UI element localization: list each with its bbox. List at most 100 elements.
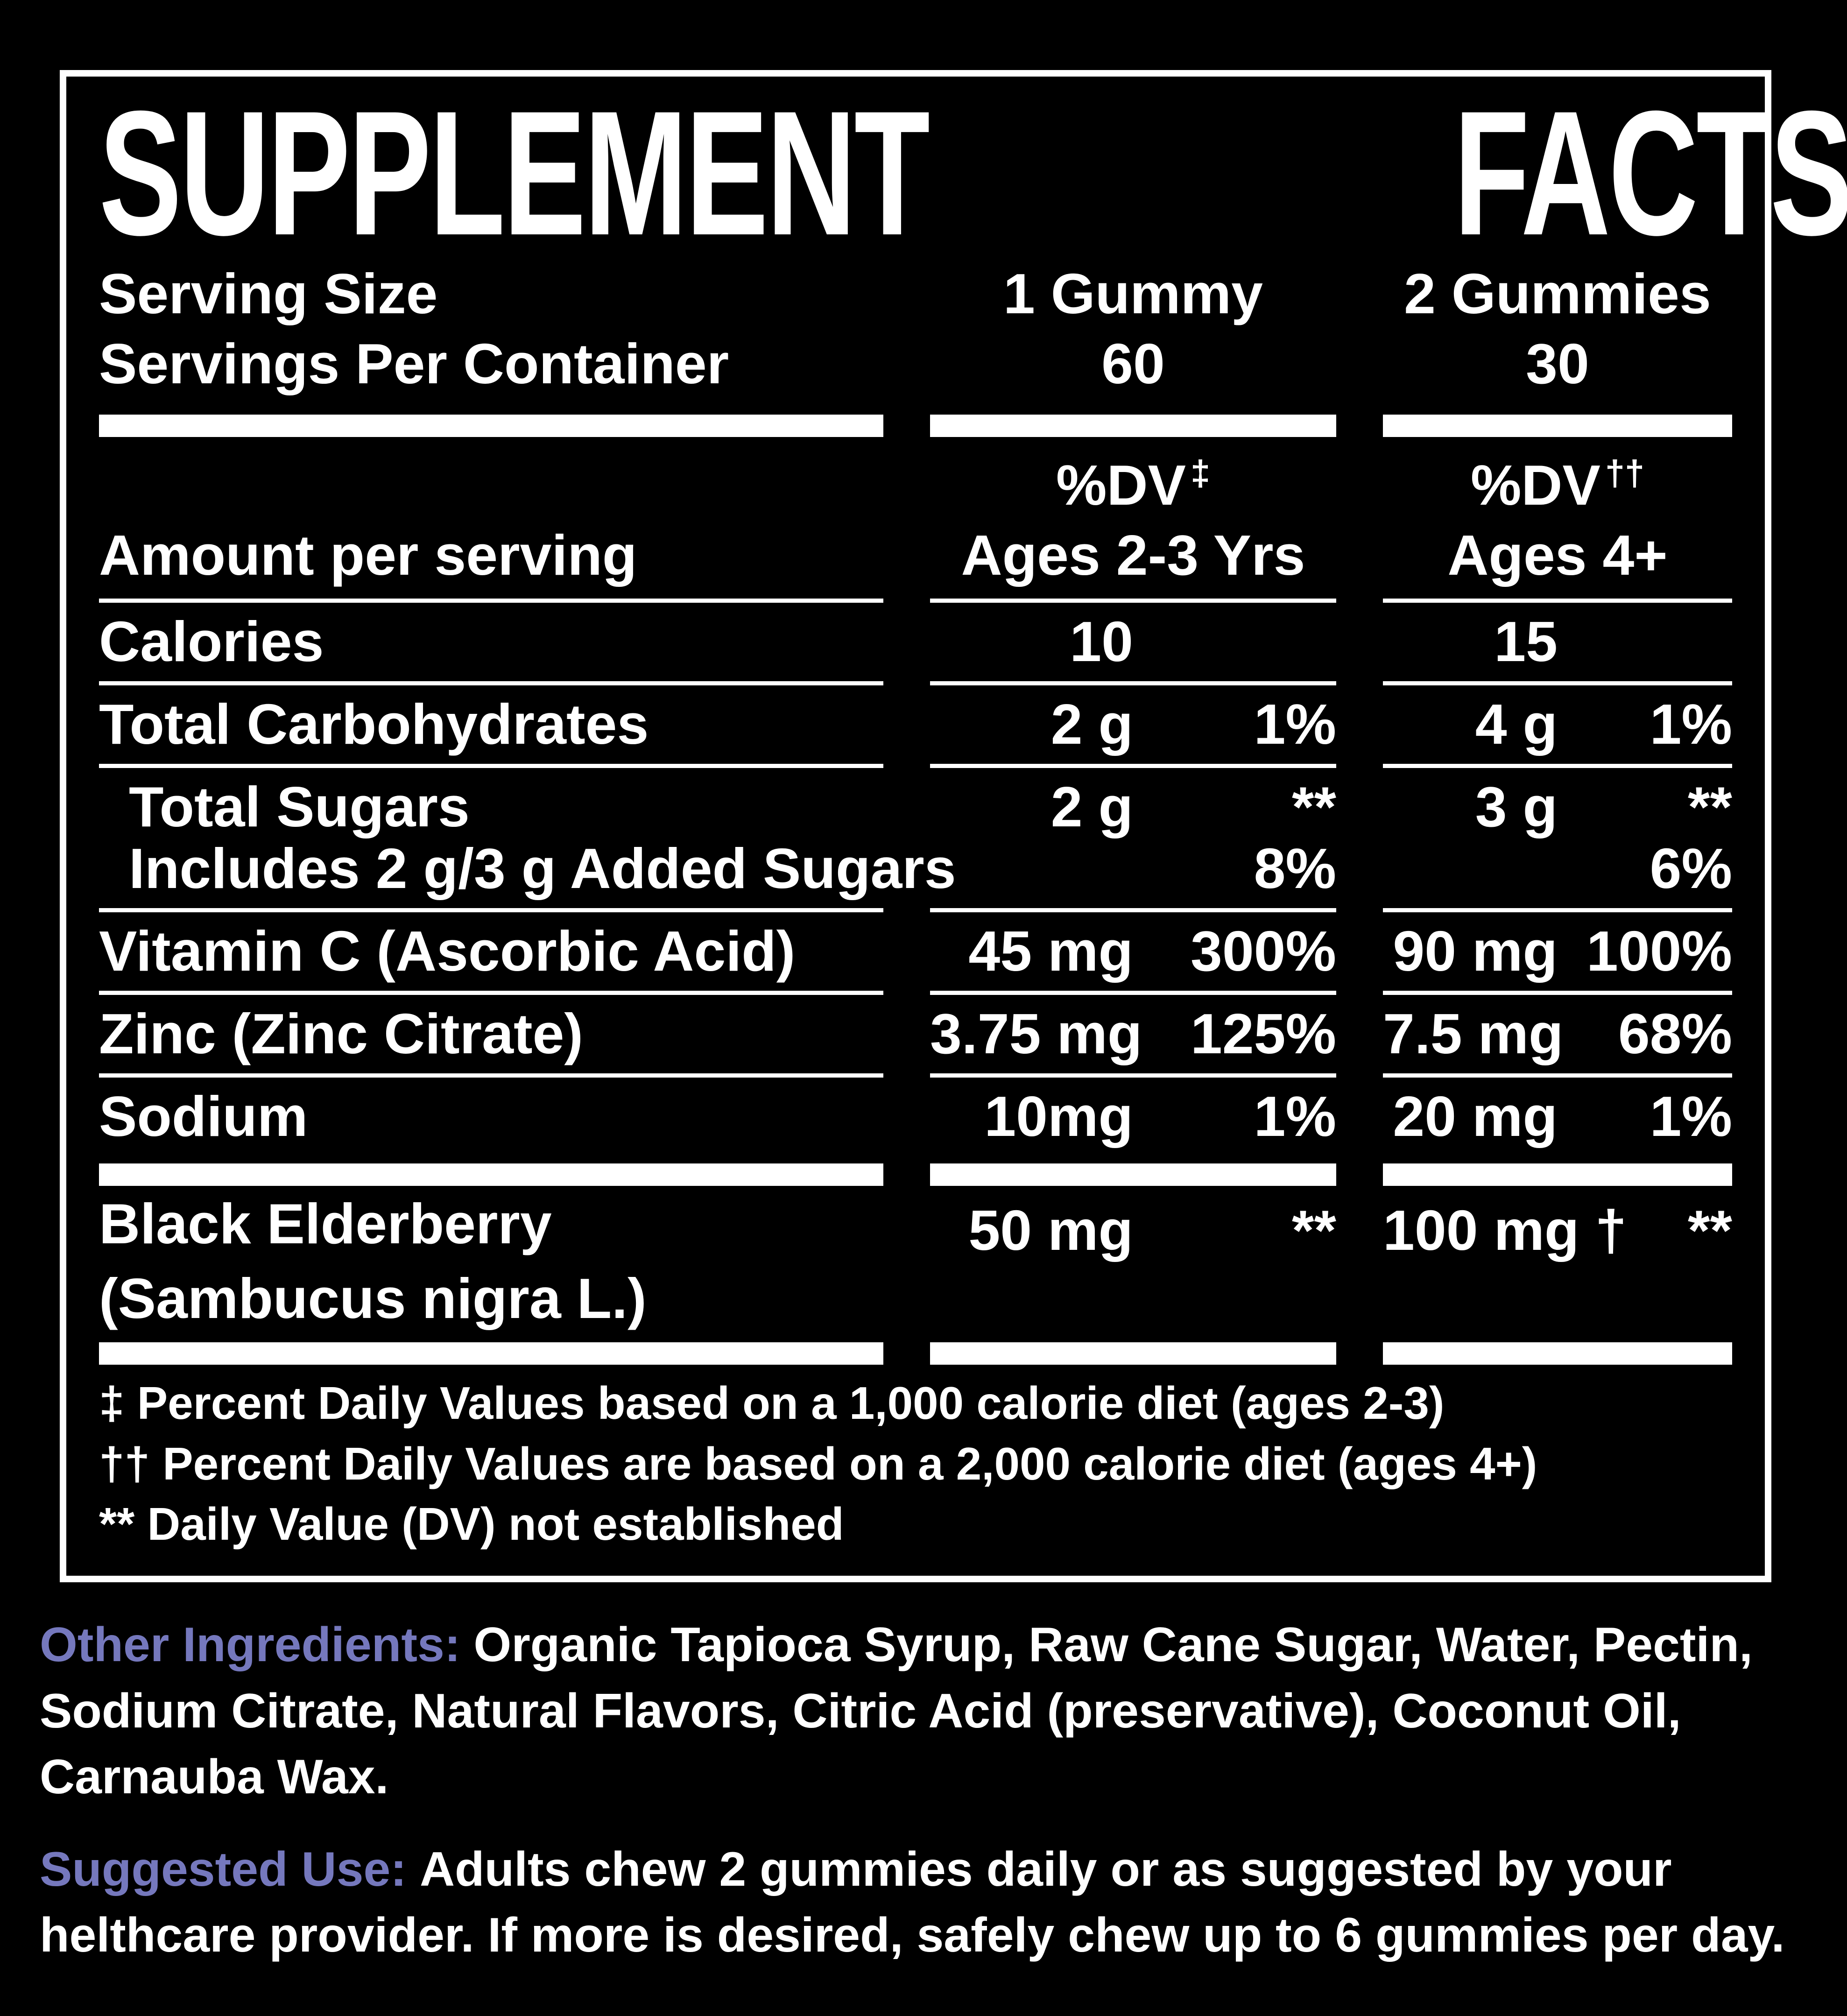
amount-value: 10mg	[984, 1084, 1133, 1148]
dv-header-col3: %DV †† Ages 4+	[1383, 450, 1732, 590]
rule-after-calories	[99, 681, 1732, 685]
amount-per-serving-label: Amount per serving	[99, 523, 637, 587]
amount-value: 50 mg	[968, 1198, 1133, 1262]
servings-count-col3: 30	[1526, 331, 1589, 395]
nutrient-row-sodium: Sodium 10mg 1% 20 mg 1%	[99, 1086, 1732, 1148]
dv-value: **	[1688, 775, 1732, 839]
divider-bar	[930, 414, 1336, 437]
rule-after-sugars	[99, 908, 1732, 912]
rule-bar	[930, 908, 1336, 912]
rule-bar	[99, 598, 883, 603]
nutrient-row-black-elderberry: Black Elderberry (Sambucus nigra L.) 50 …	[99, 1193, 1732, 1330]
nutrient-label: Sodium	[99, 1084, 308, 1148]
panel-title-facts: FACTS	[1453, 74, 1847, 272]
footnotes-section: ‡ Percent Daily Values based on a 1,000 …	[99, 1373, 1732, 1554]
serving-col3-values: 2 Gummies 30	[1383, 259, 1732, 399]
panel-title-supplement: SUPPLEMENT	[99, 74, 930, 272]
nutrient-row-total-carbohydrates: Total Carbohydrates 2 g 1% 4 g 1%	[99, 692, 1732, 756]
nutrient-values-col3: 20 mg 1%	[1383, 1086, 1732, 1148]
supplement-facts-panel: SUPPLEMENT FACTS Serving Size Servings P…	[60, 70, 1847, 1583]
amount-per-serving-header: Amount per serving	[99, 520, 883, 590]
divider-bar	[930, 1342, 1336, 1365]
dv-value: **	[1688, 1198, 1732, 1262]
rule-bar	[930, 1073, 1336, 1078]
rule-bar	[1383, 990, 1732, 995]
nutrient-row-vitamin-c: Vitamin C (Ascorbic Acid) 45 mg 300% 90 …	[99, 919, 1732, 983]
nutrient-values-col3: 7.5 mg 68%	[1383, 1003, 1732, 1065]
dv-value: 1%	[1254, 1084, 1336, 1148]
divider-bar	[1383, 414, 1732, 437]
nutrient-values-col3: 100 mg † **	[1383, 1198, 1732, 1262]
panel-title: SUPPLEMENT FACTS	[99, 74, 1847, 272]
dv-value: 1%	[1254, 692, 1336, 756]
divider-bar	[1383, 1342, 1732, 1365]
nutrient-values-col2: 2 g **	[930, 776, 1336, 838]
rule-bar	[1383, 1073, 1732, 1078]
divider-bar	[99, 1342, 883, 1365]
nutrient-label: Vitamin C (Ascorbic Acid)	[99, 919, 796, 983]
rule-bar	[99, 1073, 883, 1078]
amount-value: 10	[1070, 609, 1133, 673]
nutrient-label: Black Elderberry	[99, 1191, 552, 1255]
dv-value: 1%	[1650, 692, 1732, 756]
nutrient-label: Includes 2 g/3 g Added Sugars	[129, 836, 956, 900]
rule-bar	[930, 763, 1336, 768]
dv-text-col3: %DV	[1470, 453, 1600, 517]
nutrient-row-zinc: Zinc (Zinc Citrate) 3.75 mg 125% 7.5 mg …	[99, 1003, 1732, 1065]
rule-after-header	[99, 598, 1732, 603]
rule-bar	[99, 990, 883, 995]
rule-after-carbohydrates	[99, 763, 1732, 768]
nutrient-values-col3: 4 g 1%	[1383, 692, 1732, 756]
column-header-section: Amount per serving %DV ‡ Ages 2-3 Yrs %DV…	[99, 450, 1732, 590]
nutrient-values-col2: 10	[930, 611, 1336, 673]
nutrient-label: Total Carbohydrates	[99, 692, 649, 756]
serving-info-section: Serving Size Servings Per Container 1 Gu…	[99, 259, 1732, 399]
nutrient-label: Zinc (Zinc Citrate)	[99, 1001, 584, 1065]
nutrient-row-added-sugars: Includes 2 g/3 g Added Sugars 8% 6%	[99, 838, 1732, 900]
amount-value: 100 mg †	[1383, 1198, 1627, 1262]
other-ingredients-text: Organic Tapioca Syrup, Raw Cane Sugar, W…	[40, 1618, 1753, 1805]
dv-value: 100%	[1586, 919, 1732, 983]
serving-labels: Serving Size Servings Per Container	[99, 259, 883, 399]
rule-bar	[930, 681, 1336, 685]
other-ingredients-label: Other Ingredients:	[40, 1618, 461, 1672]
amount-value: 3 g	[1475, 775, 1558, 839]
serving-size-value-col2: 1 Gummy	[1003, 261, 1263, 325]
nutrient-botanical-name: (Sambucus nigra L.)	[99, 1266, 647, 1330]
rule-bar	[1383, 763, 1732, 768]
divider-bar	[930, 1163, 1336, 1186]
dv-label-col3: %DV ††	[1383, 450, 1732, 520]
nutrient-row-calories: Calories 10 15	[99, 611, 1732, 673]
nutrient-label: Total Sugars	[129, 775, 470, 839]
ages-label-col2: Ages 2-3 Yrs	[961, 523, 1305, 587]
dv-mark-col3: ††	[1605, 454, 1645, 493]
dv-mark-col2: ‡	[1190, 454, 1211, 493]
other-ingredients-paragraph: Other Ingredients: Organic Tapioca Syrup,…	[40, 1612, 1819, 1810]
serving-size-value-col3: 2 Gummies	[1404, 261, 1711, 325]
rule-bar	[1383, 598, 1732, 603]
nutrient-values-col2: 10mg 1%	[930, 1086, 1336, 1148]
rule-bar	[99, 908, 883, 912]
nutrient-values-col3: 15	[1383, 611, 1732, 673]
amount-value: 2 g	[1050, 775, 1133, 839]
footnote-ages-4plus: †† Percent Daily Values are based on a 2…	[99, 1438, 1537, 1489]
label-background: { "colors": { "background": "#000000", "…	[0, 70, 1847, 2016]
amount-value: 20 mg	[1393, 1084, 1558, 1148]
amount-value: 15	[1494, 609, 1558, 673]
thick-divider-before-elderberry	[99, 1163, 1732, 1186]
dv-text-col2: %DV	[1056, 453, 1186, 517]
nutrient-values-col2: 50 mg **	[930, 1198, 1336, 1262]
ages-label-col3: Ages 4+	[1447, 523, 1668, 587]
nutrient-values-col2: 2 g 1%	[930, 692, 1336, 756]
rule-after-zinc	[99, 1073, 1732, 1078]
nutrient-row-total-sugars: Total Sugars 2 g ** 3 g **	[99, 776, 1732, 838]
divider-bar	[1383, 1163, 1732, 1186]
dv-header-col2: %DV ‡ Ages 2-3 Yrs	[930, 450, 1336, 590]
nutrient-values-col2: 3.75 mg 125%	[930, 1003, 1336, 1065]
dv-value: 8%	[1254, 836, 1336, 900]
nutrient-values-col3: 90 mg 100%	[1383, 919, 1732, 983]
divider-bar	[99, 414, 883, 437]
amount-value: 90 mg	[1393, 919, 1558, 983]
dv-value: 68%	[1618, 1001, 1732, 1065]
thick-divider-top	[99, 414, 1732, 437]
